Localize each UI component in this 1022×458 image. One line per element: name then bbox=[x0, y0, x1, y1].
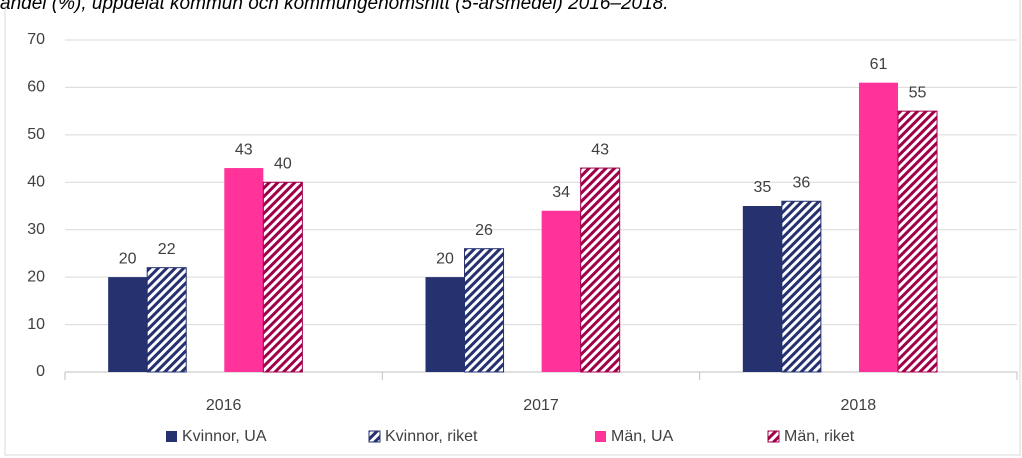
bar bbox=[858, 82, 898, 372]
legend-label: Män, riket bbox=[784, 428, 855, 445]
y-tick-label: 40 bbox=[27, 174, 45, 191]
data-label: 22 bbox=[158, 241, 176, 258]
y-tick-label: 70 bbox=[27, 31, 45, 48]
y-tick-label: 10 bbox=[27, 316, 45, 333]
bar bbox=[262, 181, 303, 373]
x-tick-label: 2016 bbox=[206, 397, 242, 414]
bar bbox=[897, 110, 938, 373]
data-label: 35 bbox=[753, 179, 771, 196]
y-tick-label: 20 bbox=[27, 268, 45, 285]
bar bbox=[224, 168, 264, 372]
bar bbox=[464, 248, 505, 373]
chart-title: andel (%), uppdelat kommun och kommungen… bbox=[0, 0, 669, 14]
bar bbox=[781, 200, 822, 373]
y-tick-label: 50 bbox=[27, 126, 45, 143]
y-tick-label: 60 bbox=[27, 79, 45, 96]
data-label: 20 bbox=[119, 250, 137, 267]
legend-label: Kvinnor, riket bbox=[385, 428, 478, 445]
x-tick-label: 2018 bbox=[841, 397, 877, 414]
legend-swatch bbox=[368, 430, 381, 443]
chart-frame bbox=[4, 0, 1021, 456]
data-label: 26 bbox=[475, 222, 493, 239]
bar bbox=[541, 210, 581, 372]
y-tick-label: 30 bbox=[27, 221, 45, 238]
legend-swatch bbox=[767, 430, 780, 443]
legend-label: Män, UA bbox=[611, 428, 674, 445]
bar bbox=[580, 167, 621, 373]
bar bbox=[108, 277, 148, 372]
data-label: 55 bbox=[909, 84, 927, 101]
y-tick-label: 0 bbox=[36, 363, 45, 380]
data-label: 34 bbox=[552, 184, 570, 201]
x-tick-label: 2017 bbox=[523, 397, 559, 414]
legend-swatch bbox=[166, 431, 177, 442]
data-label: 20 bbox=[436, 250, 454, 267]
data-label: 40 bbox=[274, 156, 292, 173]
data-label: 43 bbox=[591, 141, 609, 158]
data-label: 36 bbox=[792, 174, 810, 191]
bar bbox=[425, 277, 465, 372]
data-label: 43 bbox=[235, 141, 253, 158]
legend-label: Kvinnor, UA bbox=[182, 428, 267, 445]
bar bbox=[146, 267, 187, 373]
bar bbox=[742, 206, 782, 372]
legend-swatch bbox=[595, 431, 606, 442]
data-label: 61 bbox=[870, 56, 888, 73]
